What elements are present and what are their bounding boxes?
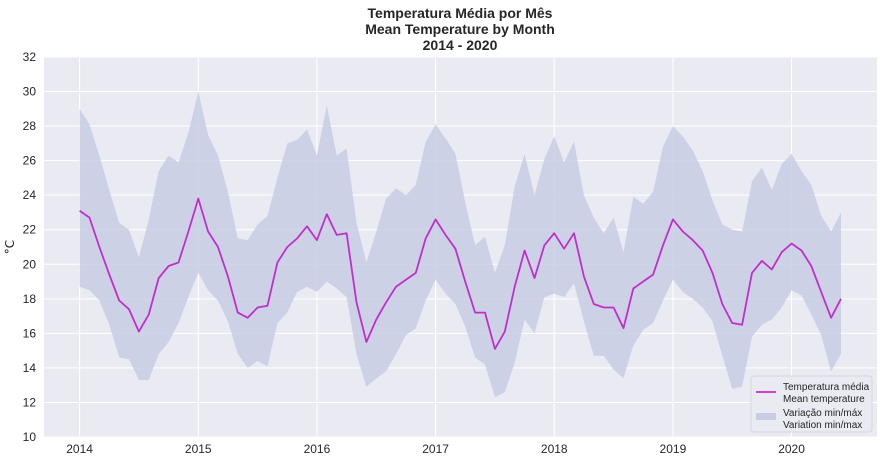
mean-temperature-points xyxy=(79,198,842,349)
y-axis-ticks: 10 12 14 16 18 20 22 24 26 28 30 32 xyxy=(23,50,37,444)
x-tick-label: 2015 xyxy=(185,442,212,456)
title-line-1: Temperatura Média por Mês xyxy=(368,5,553,21)
legend-line-label-1: Temperatura média xyxy=(783,382,870,393)
chart-title: Temperatura Média por Mês Mean Temperatu… xyxy=(365,5,555,53)
legend-band-swatch xyxy=(756,413,776,420)
y-tick-label: 22 xyxy=(23,223,37,237)
x-tick-label: 2014 xyxy=(66,442,93,456)
y-tick-label: 16 xyxy=(23,326,37,340)
legend-band-label-2: Variation min/max xyxy=(783,420,862,431)
legend: Temperatura média Mean temperature Varia… xyxy=(750,375,873,433)
legend-line-label-2: Mean temperature xyxy=(783,394,865,405)
x-tick-label: 2017 xyxy=(422,442,449,456)
y-tick-label: 18 xyxy=(23,292,37,306)
min-max-band xyxy=(79,91,842,398)
x-tick-label: 2016 xyxy=(304,442,331,456)
x-tick-label: 2019 xyxy=(660,442,687,456)
y-tick-label: 12 xyxy=(23,395,37,409)
y-axis-label: °C xyxy=(3,240,17,254)
y-tick-label: 30 xyxy=(23,85,37,99)
y-tick-label: 26 xyxy=(23,154,37,168)
x-axis-ticks: 2014 2015 2016 2017 2018 2019 2020 xyxy=(66,442,805,456)
y-tick-label: 32 xyxy=(23,50,37,64)
title-line-2: Mean Temperature by Month xyxy=(365,21,555,37)
x-tick-label: 2020 xyxy=(778,442,805,456)
y-tick-label: 24 xyxy=(23,188,37,202)
y-tick-label: 10 xyxy=(23,430,37,444)
y-tick-label: 28 xyxy=(23,119,37,133)
y-tick-label: 14 xyxy=(23,361,37,375)
legend-band-label-1: Variação min/máx xyxy=(783,408,862,419)
y-tick-label: 20 xyxy=(23,257,37,271)
legend-box xyxy=(750,375,873,433)
x-tick-label: 2018 xyxy=(541,442,568,456)
title-line-3: 2014 - 2020 xyxy=(423,37,498,53)
mean-temperature-line xyxy=(79,197,842,350)
